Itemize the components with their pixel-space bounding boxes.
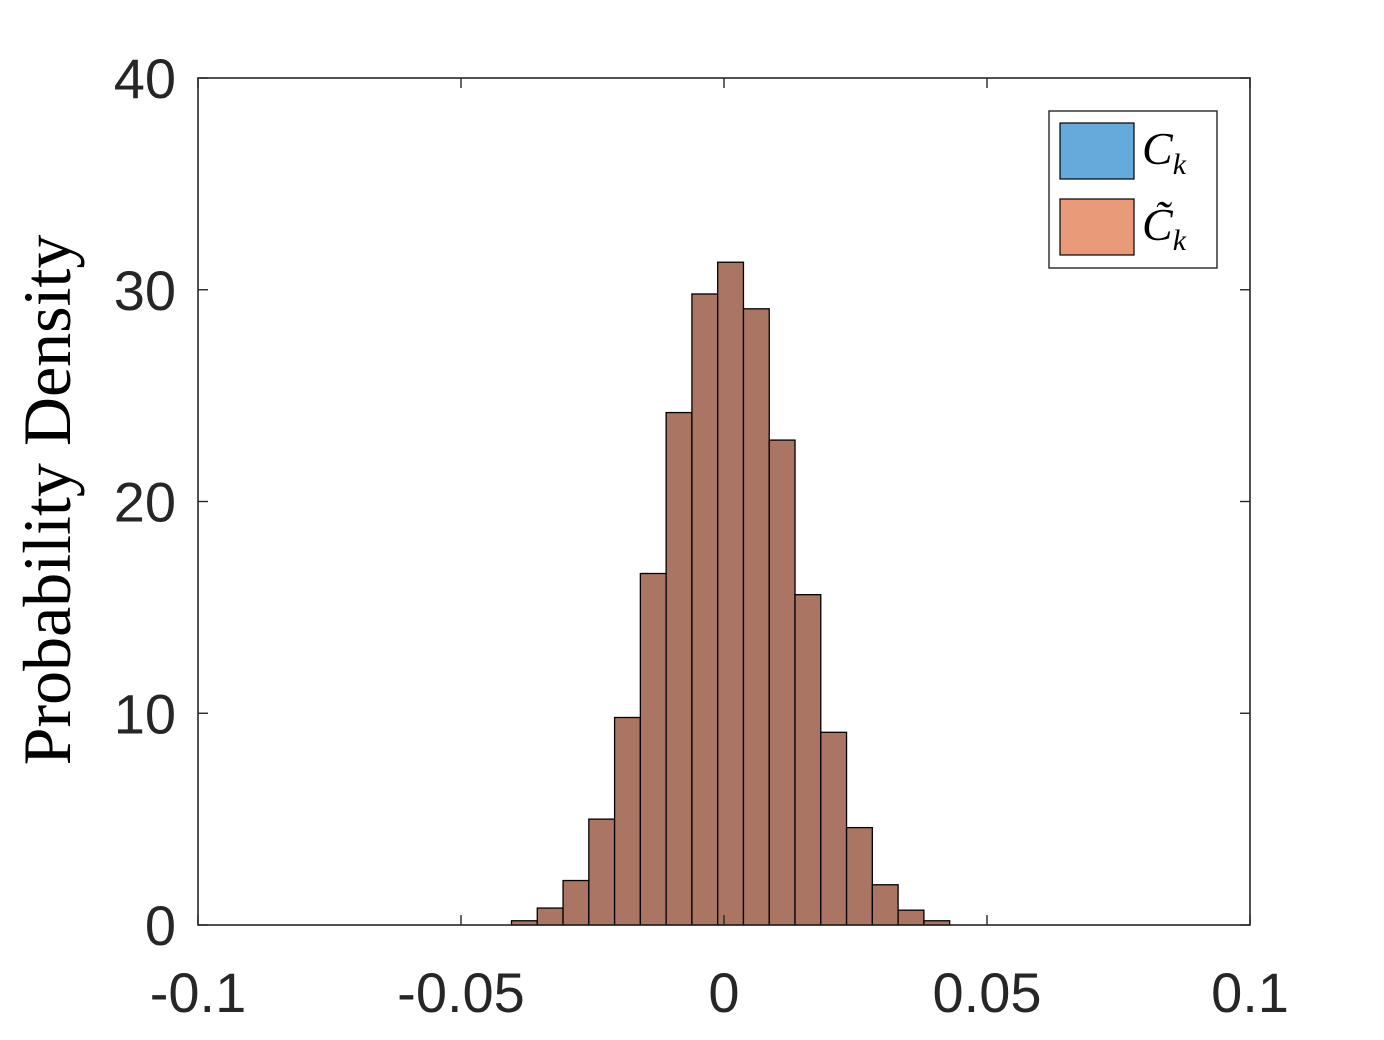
y-axis-title: Probability Density <box>9 235 85 766</box>
y-tick-label: 30 <box>114 259 176 322</box>
legend-swatch-ck-tilde <box>1059 198 1135 256</box>
histogram-bar <box>588 818 616 926</box>
x-tick-label: -0.05 <box>397 961 525 1024</box>
legend-label-ck: Ck <box>1142 123 1187 181</box>
legend-label-ck-tilde-base: C̃ <box>1142 199 1174 250</box>
legend-label-ck-tilde-sub: k <box>1173 224 1187 257</box>
y-tick-label: 0 <box>145 894 176 957</box>
y-tick-label: 10 <box>114 682 176 745</box>
legend-label-ck-base: C <box>1142 123 1174 174</box>
x-tick-label: 0.05 <box>933 961 1042 1024</box>
histogram-bar <box>665 411 693 926</box>
histogram-bar <box>768 439 796 926</box>
x-tick-labels: -0.1 -0.05 0 0.05 0.1 <box>150 961 1289 1024</box>
legend: Ck C̃k <box>1048 110 1218 269</box>
histogram-bar <box>871 884 899 926</box>
x-tick-label: -0.1 <box>150 961 247 1024</box>
y-tick-label: 40 <box>114 47 176 110</box>
x-tick-label: 0.1 <box>1211 961 1289 1024</box>
y-tick-label: 20 <box>114 471 176 534</box>
legend-swatch-ck <box>1059 122 1135 180</box>
histogram-bar <box>536 907 564 926</box>
histogram-bar <box>691 293 719 926</box>
histogram-bar <box>820 731 848 926</box>
histogram-bar <box>897 909 925 926</box>
histogram-bar <box>639 572 667 926</box>
histogram-bar <box>794 594 822 926</box>
histogram-bars <box>510 261 951 926</box>
x-tick-label: 0 <box>708 961 739 1024</box>
histogram-bar <box>717 261 745 926</box>
histogram-bar <box>742 308 770 926</box>
histogram-bar <box>562 879 590 926</box>
legend-label-ck-tilde: C̃k <box>1142 199 1187 257</box>
histogram-bar <box>845 826 873 926</box>
legend-label-ck-sub: k <box>1173 148 1187 181</box>
y-tick-labels: 0 10 20 30 40 <box>114 47 176 957</box>
histogram-bar <box>613 716 642 926</box>
axes-box <box>197 77 1251 926</box>
